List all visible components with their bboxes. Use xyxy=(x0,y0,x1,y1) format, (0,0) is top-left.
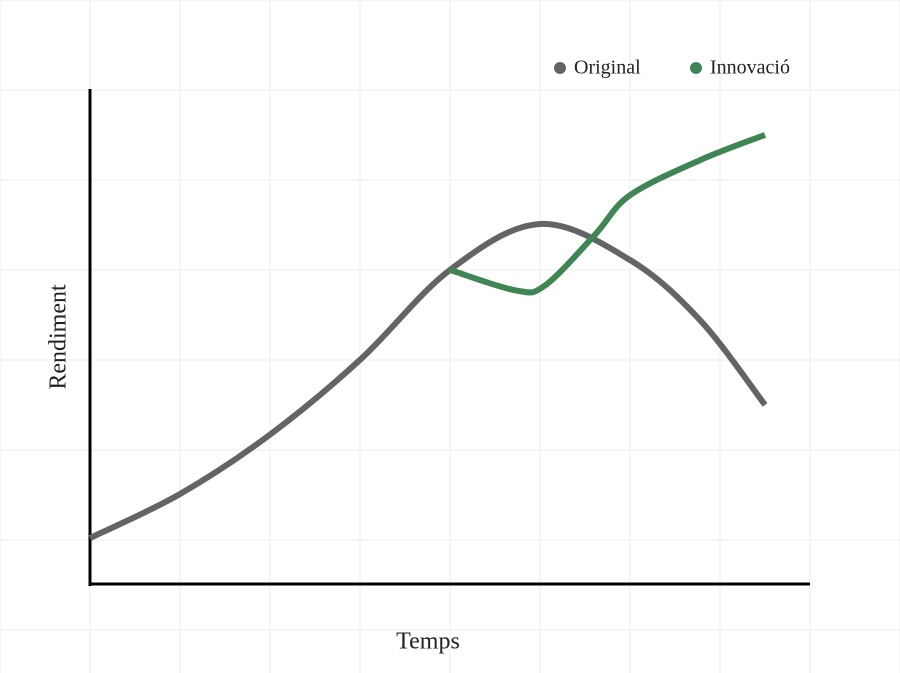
line-series xyxy=(88,220,768,541)
legend-marker xyxy=(554,62,566,74)
y-axis-label: Rendiment xyxy=(46,284,72,390)
x-axis-label: Temps xyxy=(396,629,460,655)
legend-label: Original xyxy=(574,57,641,79)
legend-label: Innovació xyxy=(710,57,790,79)
legend-marker xyxy=(690,62,702,74)
line-series xyxy=(449,132,767,296)
